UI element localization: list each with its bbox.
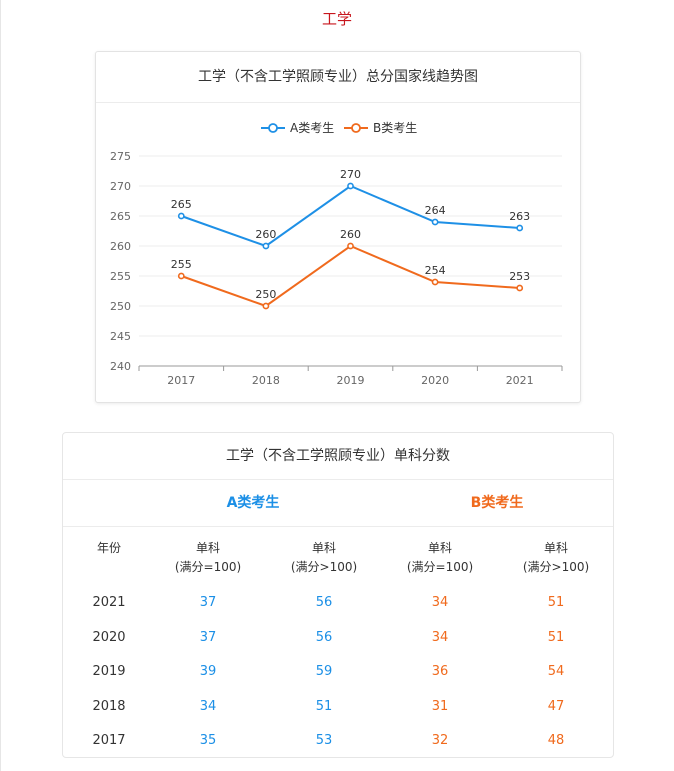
left-border-rule [0, 0, 1, 771]
cell-a-over100: 56 [315, 595, 333, 610]
y-tick-label: 270 [110, 180, 131, 193]
x-tick-label: 2021 [506, 374, 534, 387]
column-header-b-over100: 单科 (满分>100) [509, 539, 603, 577]
cell-b-100: 34 [431, 595, 449, 610]
cell-a-100: 37 [199, 595, 217, 610]
data-label: 255 [171, 258, 192, 271]
cell-year: 2017 [92, 733, 126, 748]
table-row: 2019 39 59 36 54 [63, 664, 615, 684]
trend-chart-card: 工学（不含工学照顾专业）总分国家线趋势图 240 245 250 255 260 265 2… [95, 51, 581, 403]
data-label: 265 [171, 198, 192, 211]
page-title: 工学 [321, 10, 352, 28]
table-row: 2020 37 56 34 51 [63, 630, 615, 650]
cell-year: 2019 [92, 664, 126, 679]
y-tick-label: 240 [110, 360, 131, 373]
data-point [431, 218, 439, 226]
table-row: 2021 37 56 34 51 [63, 595, 615, 615]
data-label: 270 [340, 168, 361, 181]
cell-b-100: 32 [431, 733, 449, 748]
column-header-line: 年份 [96, 541, 121, 555]
column-header-a-over100: 单科 (满分>100) [277, 539, 371, 577]
single-subject-table-card: 工学（不含工学照顾专业）单科分数 A类考生 B类考生 年份 单科 (满分=100… [62, 432, 614, 758]
column-header-b-100: 单科 (满分=100) [393, 539, 487, 577]
cell-b-100: 34 [431, 630, 449, 645]
data-point [347, 242, 354, 250]
group-b-label: B类考生 [470, 495, 524, 511]
cell-b-over100: 51 [547, 595, 565, 610]
legend-label: B类考生 [373, 121, 417, 135]
data-point [177, 272, 185, 280]
table-title: 工学（不含工学照顾专业）单科分数 [63, 433, 613, 480]
cell-a-over100: 53 [315, 733, 333, 748]
column-header-year: 年份 [69, 539, 149, 558]
y-tick-label: 260 [110, 240, 131, 253]
data-label: 260 [255, 228, 276, 241]
column-header-line: 单科 [311, 541, 336, 555]
x-tick-label: 2019 [337, 374, 365, 387]
group-header-row: A类考生 B类考生 [63, 480, 613, 527]
cell-a-100: 39 [199, 664, 217, 679]
column-header-line: 单科 [427, 541, 452, 555]
legend-label: A类考生 [290, 121, 334, 135]
data-label: 253 [509, 270, 530, 283]
cell-b-over100: 48 [547, 733, 565, 748]
data-point [262, 302, 270, 310]
data-label: 250 [255, 288, 276, 301]
data-label: 254 [425, 264, 446, 277]
column-header-a-100: 单科 (满分=100) [161, 539, 255, 577]
cell-a-100: 37 [199, 630, 217, 645]
column-header-subline: (满分>100) [522, 560, 590, 574]
y-tick-label: 275 [110, 150, 131, 163]
cell-a-over100: 56 [315, 630, 333, 645]
cell-a-100: 35 [199, 733, 217, 748]
cell-a-100: 34 [199, 699, 217, 714]
data-label: 260 [340, 228, 361, 241]
cell-b-100: 31 [431, 699, 449, 714]
line-chart: 240 245 250 255 260 265 270 275 2017 2018 2019 2020… [110, 121, 563, 387]
table-row: 2017 35 53 32 48 [63, 733, 615, 753]
data-point [431, 278, 439, 286]
column-header-subline: (满分=100) [406, 560, 474, 574]
data-label: 264 [425, 204, 446, 217]
cell-b-100: 36 [431, 664, 449, 679]
data-point [516, 224, 524, 232]
column-header-subline: (满分=100) [174, 560, 242, 574]
data-point [347, 182, 354, 190]
cell-b-over100: 47 [547, 699, 565, 714]
x-tick-label: 2020 [421, 374, 449, 387]
chart-title: 工学（不含工学照顾专业）总分国家线趋势图 [96, 52, 580, 103]
y-tick-label: 250 [110, 300, 131, 313]
legend-marker [351, 123, 361, 133]
cell-a-over100: 59 [315, 664, 333, 679]
data-point [262, 242, 270, 250]
column-header-line: 单科 [543, 541, 568, 555]
cell-year: 2021 [92, 595, 126, 610]
y-tick-label: 245 [110, 330, 131, 343]
cell-year: 2020 [92, 630, 126, 645]
cell-b-over100: 54 [547, 664, 565, 679]
data-point [177, 212, 185, 220]
x-tick-label: 2017 [167, 374, 195, 387]
table-row: 2018 34 51 31 47 [63, 699, 615, 719]
group-a-label: A类考生 [226, 495, 280, 511]
y-tick-label: 265 [110, 210, 131, 223]
cell-a-over100: 51 [315, 699, 333, 714]
legend-marker [268, 123, 278, 133]
x-tick-label: 2018 [252, 374, 280, 387]
column-header-subline: (满分>100) [290, 560, 358, 574]
data-point [516, 284, 524, 292]
data-label: 263 [509, 210, 530, 223]
cell-year: 2018 [92, 699, 126, 714]
y-tick-label: 255 [110, 270, 131, 283]
cell-b-over100: 51 [547, 630, 565, 645]
column-header-line: 单科 [195, 541, 220, 555]
